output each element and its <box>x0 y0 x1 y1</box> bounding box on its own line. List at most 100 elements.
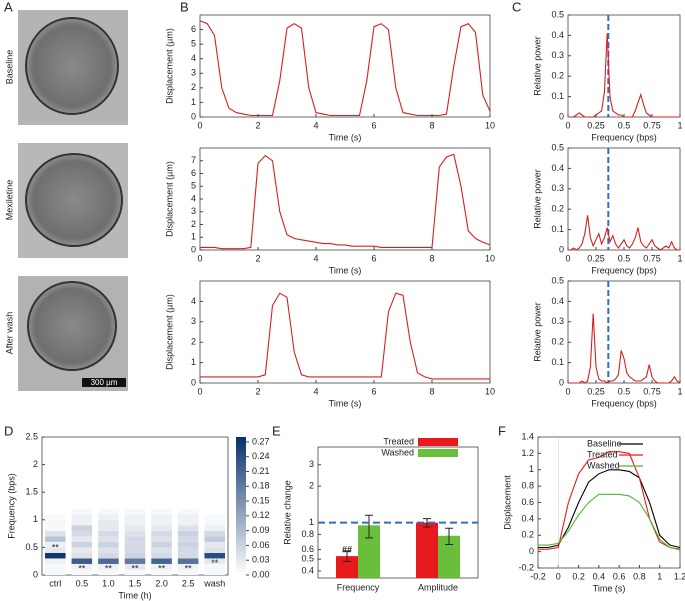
y-tick-label: 1 <box>529 464 534 474</box>
y-tick-label: 0.2 <box>551 71 564 81</box>
significance-label: ** <box>211 558 219 568</box>
y-tick-label: 3 <box>191 68 196 78</box>
x-tick-label: 10 <box>485 120 495 130</box>
x-tick-label: 0 <box>556 571 561 581</box>
y-tick-label: 0.6 <box>301 544 314 554</box>
x-tick-label: 2.5 <box>182 578 195 588</box>
x-tick-label: 1 <box>657 571 662 581</box>
colorbar-tick-label: 0.00 <box>252 569 270 579</box>
x-axis-label: Time (s) <box>329 132 362 142</box>
legend-label: Treated <box>383 436 414 446</box>
x-tick-label: 4 <box>313 120 318 130</box>
x-axis-label: Frequency (bps) <box>591 265 657 275</box>
heatmap-cell <box>71 547 93 553</box>
heatmap-cell <box>151 530 172 537</box>
heatmap-cell <box>124 541 146 548</box>
heatmap-cell <box>151 563 172 570</box>
heatmap-cell <box>204 547 225 553</box>
x-tick-label: 0 <box>197 253 202 263</box>
y-tick-label: 0 <box>191 377 196 387</box>
y-axis-label: Relative change <box>282 480 292 545</box>
x-tick-label: 0.75 <box>643 386 661 396</box>
cell-outline <box>25 17 119 115</box>
heatmap-cell <box>177 552 199 559</box>
colorbar-tick-label: 0.21 <box>252 466 270 476</box>
heatmap-cell <box>204 563 225 570</box>
colorbar-tick-label: 0.15 <box>252 495 270 505</box>
y-tick-label: 4 <box>191 193 196 203</box>
bar <box>416 522 438 578</box>
x-tick-label: 0.75 <box>643 120 661 130</box>
x-tick-label: 0.5 <box>618 120 631 130</box>
y-tick-label: 0 <box>33 569 38 579</box>
x-tick-label: 1.5 <box>129 578 142 588</box>
scale-bar-label: 300 µm <box>91 378 118 387</box>
heatmap-cell <box>151 525 172 531</box>
y-tick-label: 1 <box>191 232 196 242</box>
heatmap-cell <box>151 558 172 564</box>
y-tick-label: 1 <box>191 357 196 367</box>
y-tick-label: 0.5 <box>551 9 564 19</box>
image-panel: 300 µm Baseline Mexiletine After wash <box>4 10 128 391</box>
heatmap-cell <box>177 547 199 553</box>
scale-bar <box>82 378 126 387</box>
heatmap-cell <box>124 530 146 537</box>
y-tick-label: 5 <box>191 39 196 49</box>
heatmap-cell <box>124 525 146 531</box>
y-tick-label: 4 <box>191 53 196 63</box>
y-tick-label: 0.4 <box>551 30 564 40</box>
line <box>538 451 681 550</box>
heatmap-cell <box>98 558 119 564</box>
line <box>538 469 681 549</box>
heatmap-cell <box>204 569 225 575</box>
y-tick-label: 0.8 <box>521 481 534 491</box>
y-axis-label: Relative power <box>532 36 542 96</box>
y-tick-label: 6 <box>191 24 196 34</box>
heatmap-cell <box>71 563 93 570</box>
heatmap-cell <box>45 530 66 537</box>
x-tick-label: 0.25 <box>587 386 605 396</box>
y-axis-label: Relative power <box>532 302 542 362</box>
y-tick-label: 2 <box>191 82 196 92</box>
y-tick-label: 0.4 <box>521 513 534 523</box>
heatmap-cell <box>177 563 199 570</box>
line <box>568 215 680 251</box>
y-tick-label: 2.5 <box>25 431 38 441</box>
colorbar-tick-label: 0.24 <box>252 451 270 461</box>
y-tick-label: 1 <box>33 514 38 524</box>
heatmap-cell <box>124 563 146 570</box>
x-tick-label: 2 <box>255 253 260 263</box>
heatmap-cell <box>45 536 66 542</box>
heatmap-cell <box>71 514 93 520</box>
error-bar <box>343 550 351 562</box>
heatmap-cell <box>177 514 199 520</box>
cell-outline <box>25 153 123 247</box>
x-tick-label: 0.25 <box>587 120 605 130</box>
x-tick-label: 0 <box>197 386 202 396</box>
colorbar-tick-label: 0.06 <box>252 540 270 550</box>
y-tick-label: 0.3 <box>551 183 564 193</box>
x-tick-label: 6 <box>371 253 376 263</box>
y-tick-label: 0 <box>529 546 534 556</box>
heatmap-cell <box>45 563 66 570</box>
legend-label: Washed <box>381 447 414 457</box>
significance-label: ** <box>131 563 139 573</box>
x-axis-label: Time (s) <box>593 583 626 593</box>
y-tick-label: 1.5 <box>25 487 38 497</box>
y-tick-label: 0 <box>191 244 196 254</box>
y-tick-label: 2 <box>191 337 196 347</box>
x-tick-label: 6 <box>371 386 376 396</box>
y-axis-label: Relative power <box>532 169 542 229</box>
x-tick-label: ctrl <box>49 578 61 588</box>
x-tick-label: 2 <box>255 120 260 130</box>
y-tick-label: 0.1 <box>551 224 564 234</box>
heatmap-cell <box>177 558 199 564</box>
heatmap-cell <box>151 569 172 575</box>
heatmap-cell <box>71 508 93 515</box>
heatmap-cell <box>124 547 146 553</box>
y-tick-label: 0.4 <box>301 565 314 575</box>
heatmap-cell <box>124 552 146 559</box>
heatmap-cell <box>177 508 199 515</box>
x-tick-label: 0.5 <box>618 386 631 396</box>
y-tick-label: 3 <box>309 459 314 469</box>
